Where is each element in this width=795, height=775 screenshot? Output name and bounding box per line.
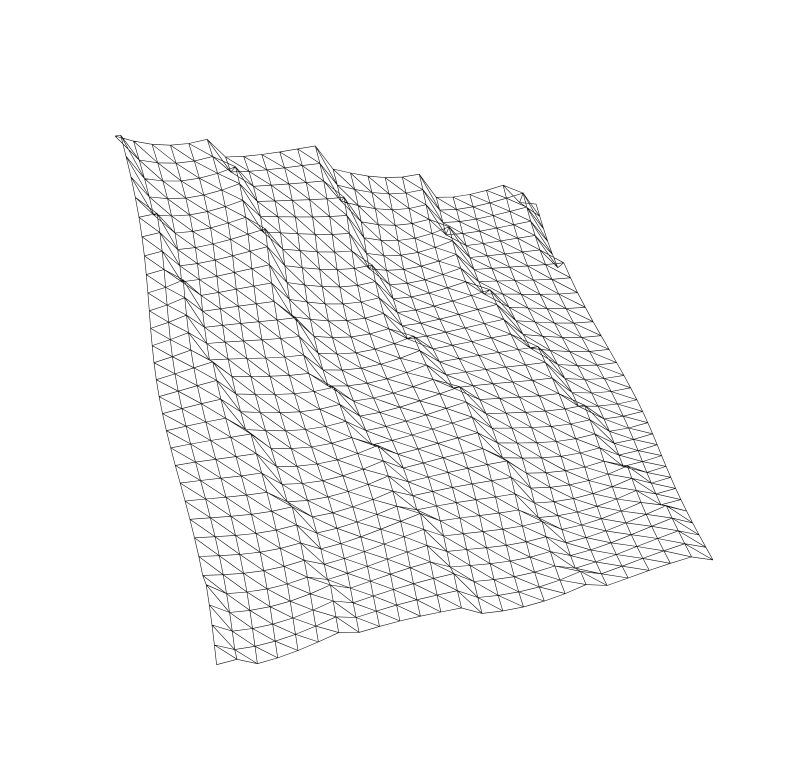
surface-mesh — [114, 134, 714, 665]
mesh-lines — [114, 134, 714, 665]
